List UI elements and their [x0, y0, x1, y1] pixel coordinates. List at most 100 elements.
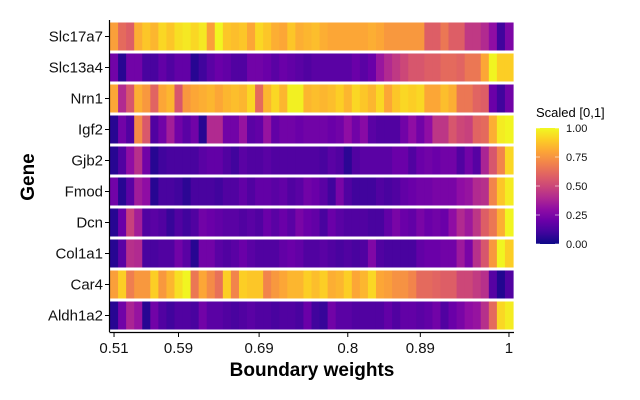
heatmap-cell	[375, 115, 385, 144]
heatmap-cell	[496, 84, 506, 113]
heatmap-cell	[367, 115, 377, 144]
heatmap-cell	[416, 146, 425, 175]
heatmap-cell	[375, 22, 385, 51]
heatmap-cell	[118, 301, 127, 330]
heatmap-cell	[343, 239, 353, 268]
heatmap-cell	[319, 22, 329, 51]
heatmap-cell	[384, 53, 393, 82]
heatmap-cell	[472, 146, 482, 175]
heatmap-cell	[222, 53, 232, 82]
heatmap-cell	[496, 177, 506, 206]
heatmap-cell	[295, 22, 305, 51]
heatmap-cell	[214, 84, 224, 113]
heatmap-cell	[271, 208, 280, 237]
heatmap-cell	[464, 22, 474, 51]
heatmap-cell	[343, 84, 353, 113]
heatmap-cell	[271, 270, 280, 299]
heatmap-cell	[142, 270, 151, 299]
heatmap-cell	[504, 270, 514, 299]
heatmap-cell	[496, 270, 506, 299]
heatmap-cell	[416, 239, 425, 268]
heatmap-cell	[150, 84, 159, 113]
heatmap-cell	[392, 301, 401, 330]
heatmap-cell	[432, 84, 442, 113]
heatmap-cell	[182, 177, 192, 206]
heatmap-cell	[496, 208, 506, 237]
legend-tick-label: 0.00	[566, 239, 587, 251]
heatmap-cell	[472, 177, 482, 206]
heatmap-cell	[214, 239, 224, 268]
heatmap-cell	[230, 84, 240, 113]
heatmap-cell	[134, 270, 143, 299]
y-tick-label: Fmod	[65, 184, 103, 201]
heatmap-cell	[263, 270, 272, 299]
heatmap-cell	[182, 84, 192, 113]
heatmap-cell	[351, 301, 361, 330]
heatmap-cell	[392, 177, 401, 206]
heatmap-cell	[456, 146, 466, 175]
heatmap-cell	[319, 84, 329, 113]
heatmap-cell	[327, 84, 337, 113]
heatmap-cell	[118, 115, 127, 144]
heatmap-cell	[303, 22, 313, 51]
heatmap-cell	[400, 208, 409, 237]
heatmap-cell	[303, 115, 313, 144]
heatmap-cell	[142, 53, 151, 82]
heatmap-cell	[408, 270, 417, 299]
heatmap-cell	[238, 301, 248, 330]
heatmap-cell	[335, 53, 345, 82]
heatmap-cell	[158, 301, 168, 330]
heatmap-cell	[496, 239, 506, 268]
heatmap-cell	[504, 53, 514, 82]
heatmap-cell	[230, 146, 240, 175]
heatmap-cell	[206, 146, 216, 175]
heatmap-cell	[367, 22, 377, 51]
heatmap-cell	[424, 177, 433, 206]
heatmap-cell	[359, 270, 369, 299]
heatmap-cell	[190, 22, 200, 51]
heatmap-cell	[182, 239, 192, 268]
heatmap-cell	[367, 84, 377, 113]
color-legend: Scaled [0,1] 1.00 0.75 0.50 0.25 0.00	[536, 105, 605, 251]
heatmap-cell	[319, 177, 329, 206]
heatmap-cell	[198, 208, 208, 237]
heatmap-cell	[384, 146, 393, 175]
heatmap-cell	[375, 301, 385, 330]
heatmap-cell	[158, 22, 168, 51]
heatmap-cell	[488, 177, 498, 206]
heatmap-cell	[190, 84, 200, 113]
heatmap-cell	[134, 239, 143, 268]
heatmap-cell	[432, 146, 442, 175]
heatmap-cell	[384, 301, 393, 330]
heatmap-cell	[448, 239, 458, 268]
heatmap-cell	[440, 146, 450, 175]
heatmap-cell	[206, 115, 216, 144]
heatmap-cell	[311, 239, 321, 268]
heatmap-cell	[279, 208, 288, 237]
heatmap-cell	[110, 177, 119, 206]
heatmap-cell	[335, 146, 345, 175]
heatmap-cell	[351, 177, 361, 206]
heatmap-cell	[327, 177, 337, 206]
legend-tick-label: 0.50	[566, 181, 587, 193]
heatmap-cell	[472, 208, 482, 237]
heatmap-cell	[222, 115, 232, 144]
heatmap-cell	[126, 53, 135, 82]
heatmap-cell	[166, 208, 176, 237]
heatmap-cell	[295, 270, 305, 299]
heatmap-cell	[118, 208, 127, 237]
heatmap-cell	[456, 22, 466, 51]
heatmap-cell	[375, 270, 385, 299]
heatmap-cell	[295, 177, 305, 206]
heatmap-cell	[206, 270, 216, 299]
heatmap-cell	[174, 22, 184, 51]
heatmap-cell	[456, 177, 466, 206]
heatmap-cell	[400, 22, 409, 51]
heatmap-cell	[375, 84, 385, 113]
heatmap-cell	[400, 239, 409, 268]
heatmap-cell	[174, 53, 184, 82]
heatmap-cell	[198, 115, 208, 144]
heatmap-cell	[311, 53, 321, 82]
legend-tick-label: 1.00	[566, 123, 587, 135]
heatmap-cell	[118, 239, 127, 268]
